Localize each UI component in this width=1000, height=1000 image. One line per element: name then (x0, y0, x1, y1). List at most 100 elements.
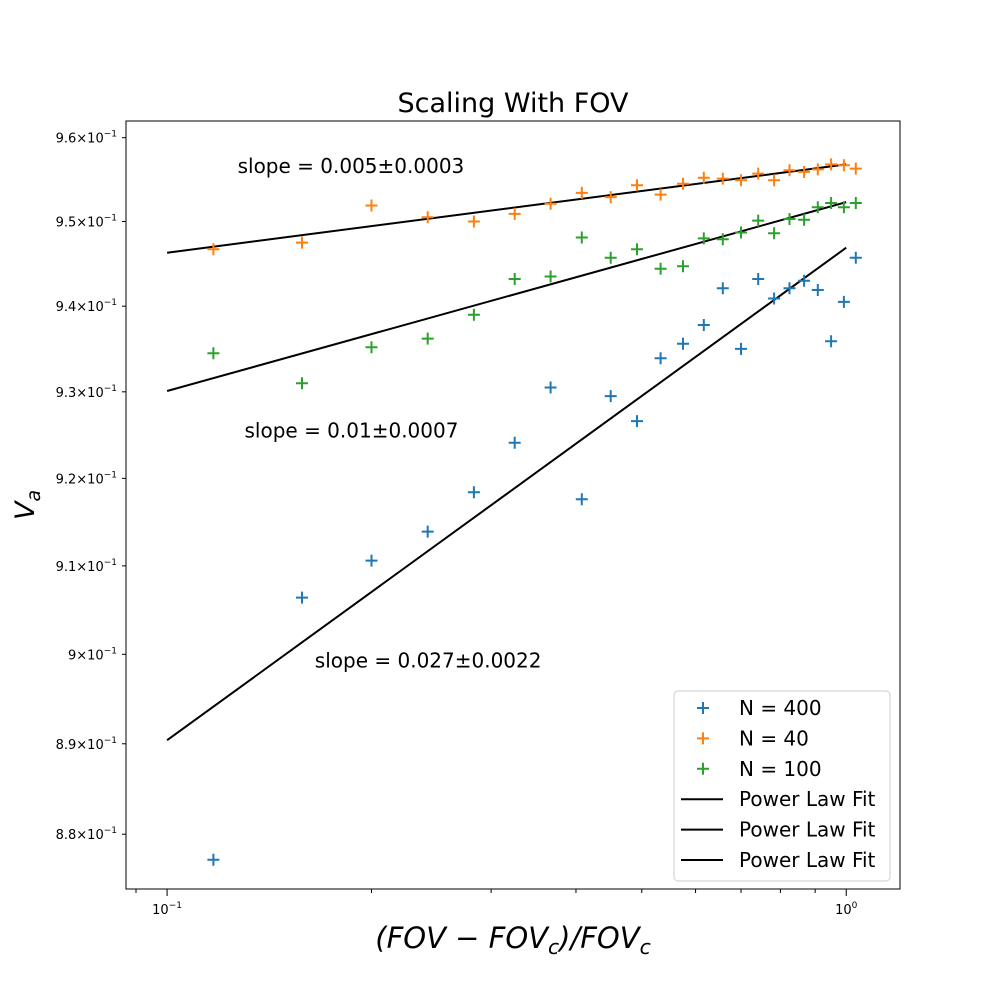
legend-marker (697, 702, 709, 714)
data-point (544, 381, 557, 394)
data-point (697, 319, 710, 331)
x-tick-label: 100 (835, 901, 858, 918)
fit-line-1 (166, 246, 847, 742)
data-point (677, 260, 689, 273)
data-point (849, 197, 862, 209)
data-point (575, 493, 588, 506)
data-point (365, 341, 378, 354)
data-point (575, 231, 588, 244)
data-point (825, 197, 838, 209)
data-point (365, 199, 378, 212)
data-point (783, 213, 796, 225)
plot-inner (166, 158, 862, 866)
chart-title: Scaling With FOV (397, 88, 629, 119)
data-point (849, 251, 862, 264)
legend-entry: N = 40 (697, 726, 809, 750)
y-tick-label: 9.6×10−1 (56, 130, 117, 147)
data-point (207, 243, 220, 256)
data-point (467, 308, 480, 321)
data-point (768, 292, 781, 305)
data-point (508, 436, 521, 449)
slope-annotation-3: slope = 0.027±0.0022 (315, 649, 542, 673)
legend-entry: N = 100 (697, 757, 822, 781)
data-point (768, 174, 781, 187)
y-tick-label: 9.1×10−1 (56, 558, 117, 575)
data-point (752, 167, 765, 180)
legend-label: Power Law Fit (739, 848, 876, 872)
y-tick-label: 9.4×10−1 (56, 298, 117, 315)
y-axis: 8.8×10−1 8.9×10−1 9×10−1 9.1×10−1 9.2×10−1 9.… (56, 130, 126, 843)
y-tick-label: 8.9×10−1 (56, 736, 117, 753)
legend-entry: Power Law Fit (681, 787, 876, 811)
data-point (849, 162, 862, 175)
data-point (421, 211, 434, 224)
legend-marker (697, 762, 709, 775)
legend-entry: Power Law Fit (681, 818, 876, 842)
data-point (735, 342, 747, 355)
legend-label: N = 40 (739, 726, 809, 750)
legend-label: N = 100 (739, 757, 822, 781)
data-point (467, 486, 480, 499)
axes-frame (125, 120, 901, 890)
data-point (207, 853, 220, 866)
data-point (508, 207, 521, 220)
data-point (811, 284, 824, 296)
data-point (365, 554, 378, 567)
data-point (798, 213, 811, 226)
y-tick-label: 9.5×10−1 (56, 213, 117, 230)
data-point (735, 174, 747, 187)
fit-line-2 (166, 163, 847, 254)
y-tick-label: 9.2×10−1 (56, 470, 117, 487)
data-point (421, 332, 434, 345)
legend: N = 400 N = 40 N = 100 Power Law Fit Power L… (673, 690, 891, 882)
axis-labels: (FOV − FOVc)/FOVc Va (10, 490, 651, 959)
data-point (768, 227, 781, 240)
legend-entry: Power Law Fit (681, 848, 876, 872)
legend-label: N = 400 (739, 696, 822, 720)
legend-box (673, 690, 891, 882)
data-point (798, 165, 811, 178)
data-point (544, 197, 557, 210)
legend-label: Power Law Fit (739, 787, 876, 811)
data-point (575, 186, 588, 199)
data-point (837, 159, 850, 172)
data-point (677, 177, 689, 190)
data-point (752, 214, 765, 227)
legend-entry: N = 400 (697, 696, 822, 720)
data-point (716, 282, 729, 295)
x-tick-label: 10−1 (152, 901, 182, 918)
data-point (467, 215, 480, 228)
data-point (697, 171, 710, 184)
slope-annotation-1: slope = 0.005±0.0003 (238, 154, 465, 178)
plot-area: slope = 0.005±0.0003 slope = 0.01±0.0007 s… (125, 120, 901, 890)
data-point (631, 243, 643, 256)
data-point (604, 390, 617, 403)
data-point (783, 282, 796, 295)
data-point (421, 525, 434, 538)
data-point (631, 179, 643, 192)
data-point (811, 163, 824, 176)
data-point (508, 273, 521, 285)
y-axis-label: Va (10, 490, 45, 520)
data-point (798, 274, 811, 287)
data-point (654, 188, 667, 201)
fit-line-3 (166, 201, 847, 392)
y-tick-label: 9×10−1 (68, 646, 117, 663)
data-point (837, 295, 850, 308)
data-point (604, 191, 617, 204)
data-point (837, 201, 850, 214)
data-point (296, 236, 308, 249)
data-point (604, 251, 617, 264)
data-point (296, 377, 308, 390)
data-point (697, 232, 710, 245)
data-point (716, 172, 729, 185)
data-point (207, 347, 220, 360)
legend-label: Power Law Fit (739, 818, 876, 842)
y-tick-label: 8.8×10−1 (56, 826, 117, 843)
data-point (811, 201, 824, 214)
data-point (825, 158, 838, 171)
legend-marker (697, 732, 709, 745)
x-axis: 10−1 100 (135, 889, 858, 918)
data-point (296, 591, 308, 604)
